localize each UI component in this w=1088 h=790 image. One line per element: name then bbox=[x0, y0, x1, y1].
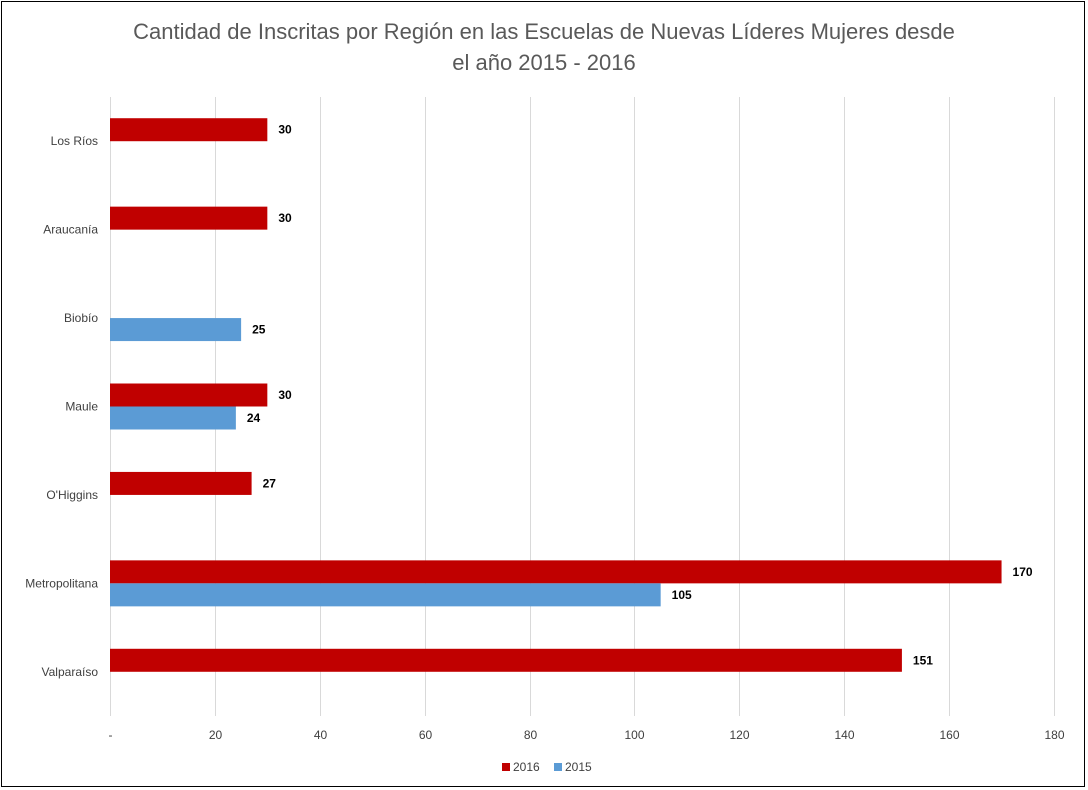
data-label: 105 bbox=[672, 588, 692, 602]
bar-2016 bbox=[110, 206, 268, 230]
legend-swatch-2016 bbox=[502, 763, 510, 771]
data-label: 25 bbox=[252, 323, 266, 337]
x-tick-label: 60 bbox=[419, 728, 433, 742]
x-tick-label: 120 bbox=[729, 728, 749, 742]
legend-swatch-2015 bbox=[554, 763, 562, 771]
x-tick-label: 140 bbox=[834, 728, 854, 742]
bar-2015 bbox=[110, 406, 236, 430]
bar-2016 bbox=[110, 560, 1002, 584]
category-label: Los Ríos bbox=[51, 134, 98, 148]
bar-2015 bbox=[110, 318, 242, 342]
data-label: 27 bbox=[263, 476, 277, 490]
x-tick-label: 100 bbox=[624, 728, 644, 742]
bar-2016 bbox=[110, 471, 252, 495]
x-tick-label: 80 bbox=[524, 728, 538, 742]
chart-title-line-2: el año 2015 - 2016 bbox=[452, 50, 636, 75]
data-label: 24 bbox=[247, 411, 261, 425]
category-label: Metropolitana bbox=[25, 576, 98, 590]
data-label: 30 bbox=[278, 211, 292, 225]
data-label: 170 bbox=[1013, 565, 1033, 579]
x-tick-label: 160 bbox=[939, 728, 959, 742]
x-tick-label: 20 bbox=[209, 728, 223, 742]
bar-2016 bbox=[110, 118, 268, 142]
data-label: 151 bbox=[913, 653, 933, 667]
data-label: 30 bbox=[278, 388, 292, 402]
category-label: Maule bbox=[65, 400, 98, 414]
bar-2016 bbox=[110, 648, 902, 672]
x-tick-label: 180 bbox=[1044, 728, 1064, 742]
bar-2015 bbox=[110, 583, 661, 607]
category-label: Biobío bbox=[64, 311, 98, 325]
category-label: Valparaíso bbox=[42, 665, 99, 679]
legend-label-2016: 2016 bbox=[513, 760, 540, 774]
category-label: O'Higgins bbox=[46, 488, 98, 502]
data-label: 30 bbox=[278, 123, 292, 137]
chart-title-line-1: Cantidad de Inscritas por Región en las … bbox=[133, 19, 955, 44]
bar-2016 bbox=[110, 383, 268, 407]
chart-title: Cantidad de Inscritas por Región en las … bbox=[2, 16, 1086, 78]
legend-label-2015: 2015 bbox=[565, 760, 592, 774]
x-tick-label: - bbox=[109, 728, 113, 742]
x-tick-label: 40 bbox=[314, 728, 328, 742]
category-label: Araucanía bbox=[43, 223, 98, 237]
